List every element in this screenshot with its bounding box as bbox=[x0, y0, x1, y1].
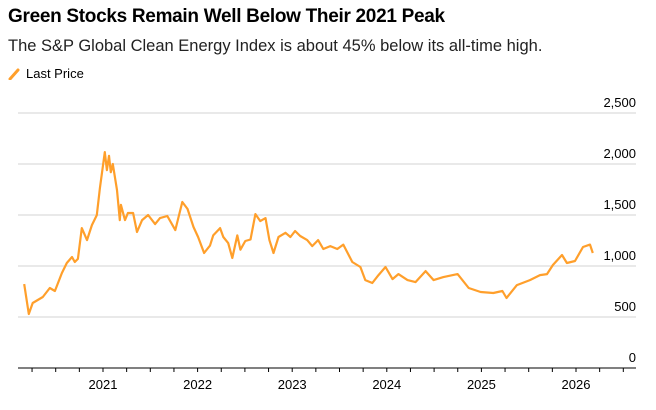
legend-label: Last Price bbox=[26, 66, 84, 81]
y-tick-label: 1,000 bbox=[603, 248, 636, 263]
y-tick-label: 0 bbox=[629, 350, 636, 365]
chart-title: Green Stocks Remain Well Below Their 202… bbox=[8, 6, 445, 27]
x-tick-label: 2023 bbox=[278, 377, 307, 392]
legend-line-icon bbox=[8, 68, 20, 80]
y-tick-label: 2,500 bbox=[603, 95, 636, 110]
x-tick-label: 2021 bbox=[89, 377, 118, 392]
x-tick-label: 2022 bbox=[183, 377, 212, 392]
x-tick-label: 2026 bbox=[562, 377, 591, 392]
series-line-last-price bbox=[23, 151, 594, 316]
x-tick-label: 2024 bbox=[372, 377, 401, 392]
y-tick-label: 2,000 bbox=[603, 146, 636, 161]
y-tick-label: 500 bbox=[614, 299, 636, 314]
legend: Last Price bbox=[8, 66, 84, 81]
chart-subtitle: The S&P Global Clean Energy Index is abo… bbox=[8, 37, 543, 55]
x-tick-label: 2025 bbox=[467, 377, 496, 392]
y-tick-label: 1,500 bbox=[603, 197, 636, 212]
